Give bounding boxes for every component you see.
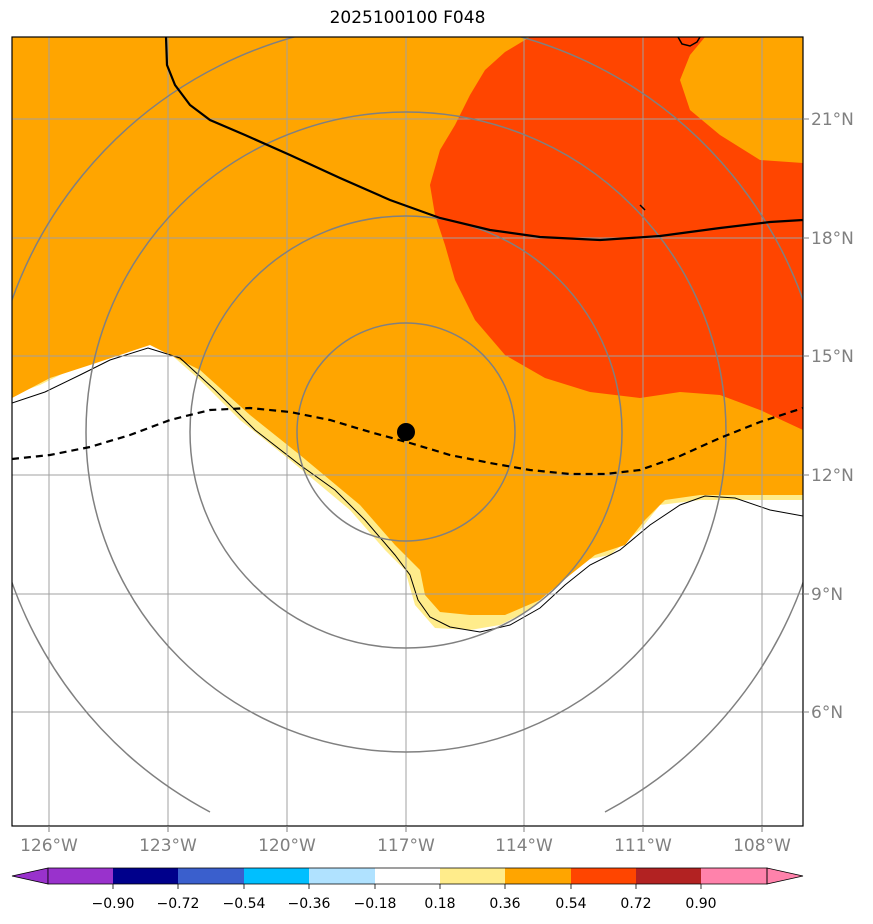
colorbar-segment (636, 868, 701, 884)
colorbar-label: −0.90 (92, 896, 135, 912)
colorbar-segment (178, 868, 244, 884)
lat-tick-label: 15°N (811, 347, 854, 367)
colorbar: −0.90 −0.72 −0.54 −0.36 −0.18 0.18 0.36 … (11, 867, 804, 912)
colorbar-segment (571, 868, 636, 884)
colorbar-label: 0.72 (620, 896, 651, 912)
colorbar-segment (440, 868, 505, 884)
lat-tick-label: 18°N (811, 229, 854, 249)
lon-tick-label: 117°W (377, 836, 435, 856)
colorbar-segment (701, 868, 767, 884)
colorbar-segment (505, 868, 571, 884)
colorbar-label: −0.36 (288, 896, 331, 912)
colorbar-segment (244, 868, 309, 884)
lon-tick-label: 120°W (258, 836, 316, 856)
colorbar-label: 0.18 (424, 896, 455, 912)
boundary-line (12, 347, 803, 633)
range-ring-2 (189, 215, 623, 649)
colorbar-label: 0.36 (489, 896, 520, 912)
colorbar-segment (113, 868, 178, 884)
colorbar-segment (48, 868, 113, 884)
lon-tick-label: 108°W (733, 836, 791, 856)
gridlines (12, 37, 803, 826)
map-panel (12, 37, 803, 826)
range-ring-1 (296, 322, 516, 542)
contour-line-small-2 (639, 204, 646, 211)
colorbar-label: −0.54 (223, 896, 266, 912)
colorbar-label: −0.72 (157, 896, 200, 912)
colorbar-segment (375, 868, 440, 884)
contour-line-small (677, 37, 701, 47)
colorbar-extend-high (766, 867, 804, 885)
colorbar-label: 0.90 (685, 896, 716, 912)
lon-tick-label: 123°W (139, 836, 197, 856)
lon-tick-label: 126°W (20, 836, 78, 856)
contour-line-dashed (12, 406, 803, 476)
range-ring-3 (85, 111, 727, 753)
range-rings (12, 37, 803, 813)
lat-tick-label: 21°N (811, 110, 854, 130)
colorbar-extend-low (11, 867, 49, 885)
lat-tick-label: 12°N (811, 466, 854, 486)
contour-line-solid (164, 37, 803, 242)
map-title: 2025100100 F048 (329, 8, 486, 28)
center-marker (397, 423, 415, 441)
colorbar-label: −0.18 (354, 896, 397, 912)
lon-tick-label: 114°W (495, 836, 553, 856)
lat-tick-label: 9°N (811, 585, 843, 605)
map-border (11, 36, 804, 827)
lon-axis: 126°W 123°W 120°W 117°W 114°W 111°W 108°… (20, 826, 791, 856)
lat-axis: 21°N 18°N 15°N 12°N 9°N 6°N (803, 110, 854, 723)
lat-tick-label: 6°N (811, 703, 843, 723)
colorbar-label: 0.54 (555, 896, 586, 912)
lon-tick-label: 111°W (614, 836, 672, 856)
colorbar-segment (309, 868, 375, 884)
colorbar-outline (47, 867, 768, 885)
